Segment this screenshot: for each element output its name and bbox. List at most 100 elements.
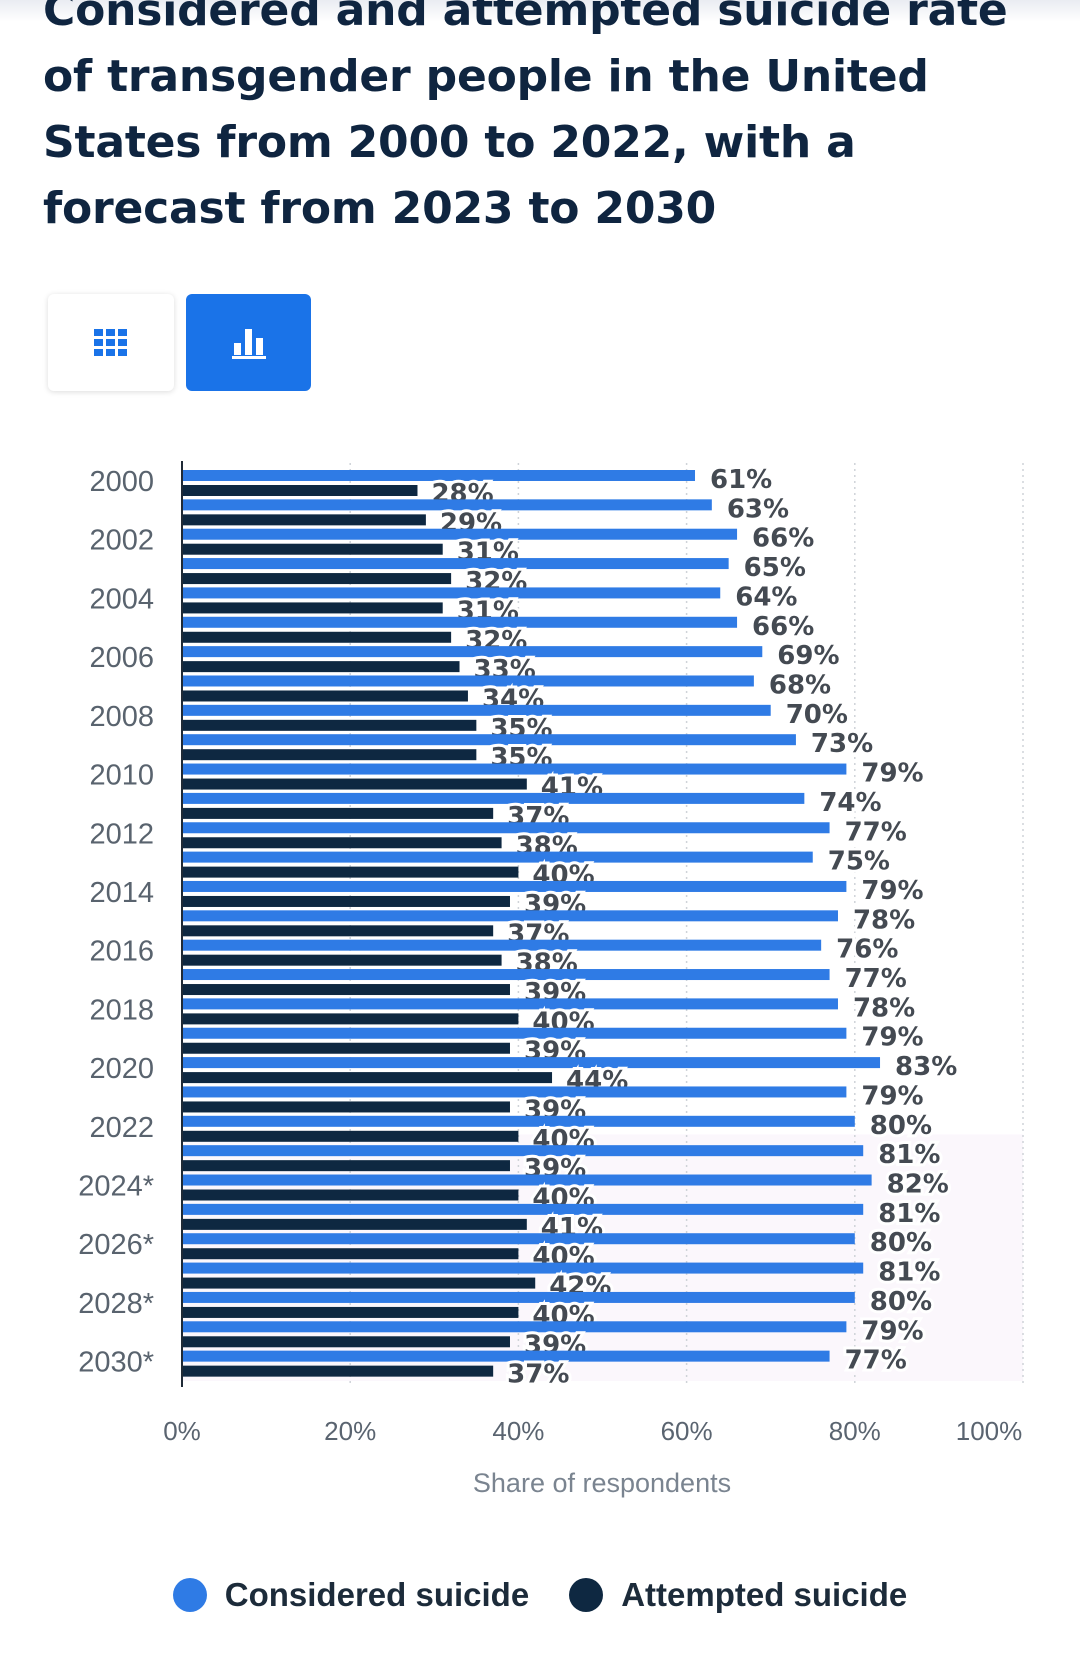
bar-attempted [182,749,477,761]
bar-attempted [182,1101,510,1113]
bar-considered [182,616,738,628]
y-tick-label: 2014 [89,877,154,909]
data-label-considered: 78% [853,905,915,935]
y-tick-label: 2004 [89,583,154,615]
data-label-considered: 77% [845,1346,907,1376]
legend-label-considered: Considered suicide [224,1576,530,1613]
x-tick-label: 100% [956,1416,1023,1446]
bar-attempted [182,778,527,790]
data-label-considered: 70% [786,700,848,730]
table-view-button[interactable] [48,294,174,391]
top-bar [0,0,1080,22]
bar-attempted [182,631,452,643]
y-tick-label: 2028* [78,1288,154,1320]
bar-attempted [182,1013,519,1025]
data-label-considered: 73% [811,729,873,759]
data-label-considered: 79% [861,759,923,789]
x-tick-label: 20% [324,1416,376,1446]
bar-considered [182,528,738,540]
legend-label-attempted: Attempted suicide [621,1576,908,1613]
data-label-considered: 65% [744,553,806,583]
bar-attempted [182,1248,519,1260]
bar-attempted [182,1160,510,1172]
bar-attempted [182,984,510,996]
bar-considered [182,1350,830,1362]
bar-attempted [182,1042,510,1054]
bar-attempted [182,485,418,496]
data-label-attempted: 37% [507,1360,569,1390]
data-label-considered: 68% [769,670,831,700]
x-axis-title: Share of respondents [473,1468,731,1498]
y-tick-label: 2024* [78,1171,154,1203]
data-label-considered: 77% [845,817,907,847]
data-label-considered: 83% [895,1052,957,1082]
bar-considered [182,969,830,981]
legend-item-considered[interactable]: Considered suicide [172,1576,530,1614]
bar-attempted [182,925,494,937]
bar-attempted [182,1130,519,1142]
bar-considered [182,704,771,716]
bar-considered [182,675,754,687]
data-label-considered: 79% [861,876,923,906]
data-label-considered: 78% [853,993,915,1023]
y-tick-label: 2010 [89,760,154,792]
bar-considered [182,1321,847,1333]
legend-item-attempted[interactable]: Attempted suicide [569,1576,907,1614]
bar-attempted [182,543,443,555]
legend: Considered suicide Attempted suicide [0,1555,1080,1635]
grid-icon [94,328,127,356]
data-label-considered: 81% [878,1199,940,1229]
data-label-considered: 80% [870,1111,932,1141]
bar-considered [182,1086,847,1098]
bar-considered [182,998,838,1010]
bar-considered [182,1115,855,1127]
y-tick-label: 2020 [89,1053,154,1085]
y-tick-label: 2000 [89,466,154,498]
bar-considered [182,587,721,599]
bar-considered [182,822,830,834]
bar-considered [182,734,796,746]
data-label-considered: 74% [819,788,881,818]
bar-considered [182,851,813,863]
bar-attempted [182,1336,510,1348]
bar-attempted [182,1072,553,1084]
y-tick-label: 2002 [89,525,154,557]
data-label-considered: 77% [845,964,907,994]
bar-attempted [182,661,460,673]
y-tick-label: 2012 [89,818,154,850]
data-label-considered: 80% [870,1228,932,1258]
bar-chart: 61%28%63%29%66%31%65%32%64%31%66%32%69%3… [78,461,1024,1498]
bar-attempted [182,1189,519,1201]
bar-considered [182,558,729,570]
bar-considered [182,646,763,658]
chart-view-button[interactable] [186,294,311,391]
bar-considered [182,1262,864,1274]
bar-attempted [182,866,519,878]
data-label-considered: 69% [777,641,839,671]
data-label-considered: 63% [727,494,789,524]
bar-attempted [182,954,502,966]
bar-attempted [182,837,502,849]
bar-attempted [182,573,452,585]
data-label-considered: 76% [836,935,898,965]
x-tick-label: 80% [829,1416,881,1446]
bar-considered [182,499,712,511]
bar-considered [182,1203,864,1215]
y-tick-label: 2016 [89,936,154,968]
data-label-considered: 81% [878,1140,940,1170]
y-tick-label: 2006 [89,642,154,674]
data-label-considered: 82% [887,1170,949,1200]
data-label-considered: 66% [752,612,814,642]
data-label-considered: 81% [878,1258,940,1288]
bar-attempted [182,1277,536,1289]
bar-attempted [182,1306,519,1318]
bar-considered [182,1027,847,1039]
bar-attempted [182,1218,527,1230]
bar-considered [182,792,805,804]
bar-considered [182,1233,855,1245]
bar-considered [182,880,847,892]
y-tick-label: 2008 [89,701,154,733]
data-label-considered: 80% [870,1287,932,1317]
bar-considered [182,1174,872,1186]
bar-considered [182,939,822,951]
